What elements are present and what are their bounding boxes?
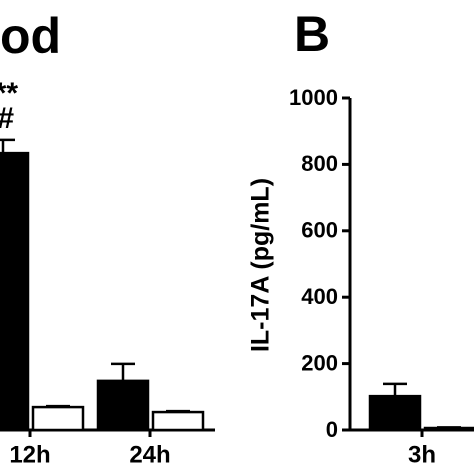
x-tick-label: 3h bbox=[408, 441, 436, 468]
y-tick-label: 800 bbox=[301, 151, 338, 176]
bar bbox=[151, 410, 205, 432]
x-tick-label: 24h bbox=[129, 441, 170, 468]
y-axis-label: IL-17A (pg/mL) bbox=[247, 178, 275, 352]
y-tick-label: 200 bbox=[301, 350, 338, 375]
y-tick-label: 400 bbox=[301, 284, 338, 309]
bar bbox=[96, 379, 150, 432]
bar bbox=[423, 426, 474, 432]
x-tick-label: 12h bbox=[9, 441, 50, 468]
bar bbox=[368, 394, 422, 432]
y-tick-label: 0 bbox=[326, 417, 338, 442]
y-tick-label: 1000 bbox=[289, 85, 338, 110]
y-tick-label: 600 bbox=[301, 218, 338, 243]
panel-title: B bbox=[294, 6, 330, 62]
panel-title: od bbox=[0, 8, 61, 64]
bar bbox=[31, 405, 85, 432]
annotation: # bbox=[0, 102, 14, 135]
bar bbox=[0, 151, 30, 432]
annotation: ** bbox=[0, 77, 18, 110]
